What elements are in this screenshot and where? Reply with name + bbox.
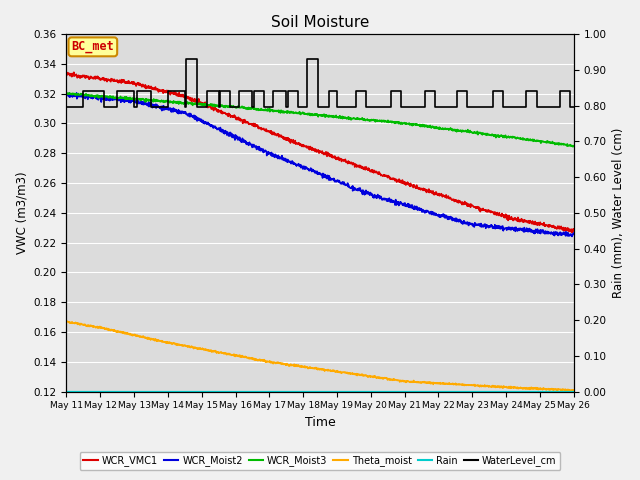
Title: Soil Moisture: Soil Moisture [271,15,369,30]
X-axis label: Time: Time [305,416,335,429]
Y-axis label: VWC (m3/m3): VWC (m3/m3) [15,171,28,254]
Y-axis label: Rain (mm), Water Level (cm): Rain (mm), Water Level (cm) [612,128,625,298]
Legend: WCR_VMC1, WCR_Moist2, WCR_Moist3, Theta_moist, Rain, WaterLevel_cm: WCR_VMC1, WCR_Moist2, WCR_Moist3, Theta_… [79,452,561,470]
Text: BC_met: BC_met [72,40,114,53]
